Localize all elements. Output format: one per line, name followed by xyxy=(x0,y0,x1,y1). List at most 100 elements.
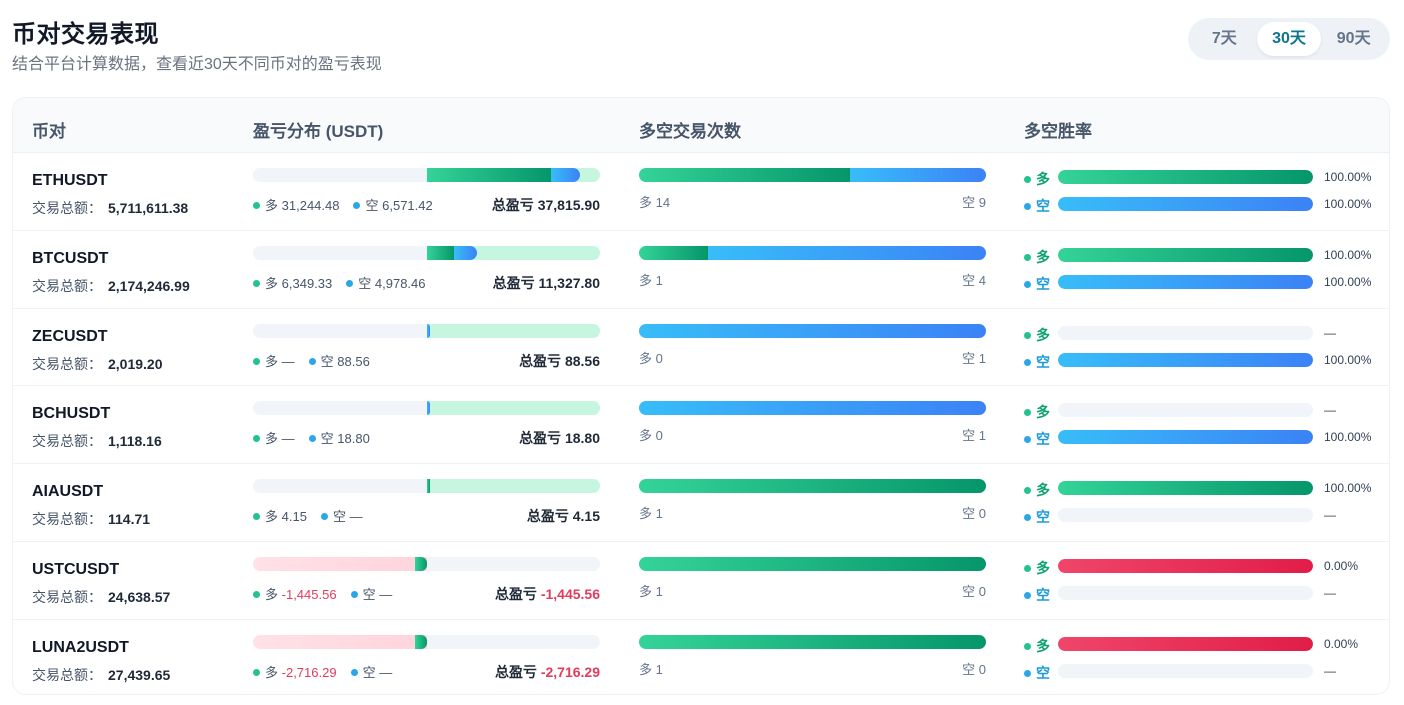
long-count: 多 1 xyxy=(639,272,663,288)
column-header-pnl: 盈亏分布 (USDT) xyxy=(253,122,384,141)
trade-count: 多 1 空 4 xyxy=(639,245,986,306)
long-win-bar xyxy=(1058,481,1313,496)
pair-name[interactable]: USTCUSDT xyxy=(32,560,120,578)
short-pnl: 空 18.80 xyxy=(308,431,370,447)
total-pnl-value: 88.56 xyxy=(564,352,600,369)
long-win-label: 多 xyxy=(1024,558,1050,578)
short-dot-icon xyxy=(308,357,316,365)
pnl-long-segment xyxy=(426,479,430,494)
long-win-rate: 多 — xyxy=(1024,325,1384,343)
long-pnl-value: -1,445.56 xyxy=(281,586,337,602)
range-7d-button[interactable]: 7天 xyxy=(1211,30,1237,47)
table-row[interactable]: ETHUSDT 交易总额： 5,711,611.38 多 31,244.48 空 6,5… xyxy=(13,153,1389,231)
range-90d-button[interactable]: 90天 xyxy=(1336,30,1371,47)
long-dot-icon xyxy=(253,513,260,521)
pair-name[interactable]: ZECUSDT xyxy=(32,327,108,345)
table-row[interactable]: BTCUSDT 交易总额： 2,174,246.99 多 6,349.33 空 4,97… xyxy=(13,231,1389,309)
short-win-label: 空 xyxy=(1024,196,1050,216)
win-rate-fill xyxy=(1058,197,1313,211)
win-rate: 多 — 空 100.00% xyxy=(1024,386,1384,463)
trade-count-bar xyxy=(639,479,986,494)
total-pnl: 总盈亏 18.80 xyxy=(519,430,600,447)
short-pnl-value: — xyxy=(379,586,393,602)
pnl-bar xyxy=(253,634,600,649)
column-header-win-rate: 多空胜率 xyxy=(1024,122,1092,141)
pnl-short-segment xyxy=(426,401,430,416)
short-count: 空 0 xyxy=(962,583,986,599)
pnl-bar xyxy=(253,556,600,571)
short-count: 空 4 xyxy=(962,272,986,288)
pnl-distribution: 多 4.15 空 — 总盈亏 4.15 xyxy=(253,479,600,539)
short-win-rate: 空 100.00% xyxy=(1024,196,1384,214)
volume-label: 交易总额： xyxy=(32,355,102,372)
pair-name[interactable]: BCHUSDT xyxy=(32,405,111,423)
short-pnl-value: — xyxy=(349,509,363,525)
short-count: 空 0 xyxy=(962,661,986,677)
volume-value: 27,439.65 xyxy=(108,666,171,683)
long-win-rate: 多 100.00% xyxy=(1024,169,1384,187)
short-pnl-value: 18.80 xyxy=(337,431,370,447)
pair-name[interactable]: AIAUSDT xyxy=(32,483,104,501)
long-count: 多 1 xyxy=(639,583,663,599)
long-count-value: 1 xyxy=(655,272,663,288)
short-count-value: 1 xyxy=(978,350,986,366)
short-count-value: 9 xyxy=(978,195,986,210)
table-row[interactable]: BCHUSDT 交易总额： 1,118.16 多 — 空 18.80 总盈亏 18.80 多… xyxy=(13,386,1389,465)
long-count-segment xyxy=(639,168,851,182)
long-dot-icon xyxy=(1024,331,1031,339)
trade-count-bar xyxy=(639,634,986,649)
trade-count-bar xyxy=(639,401,986,416)
pair-name[interactable]: LUNA2USDT xyxy=(32,638,129,656)
long-pnl: 多 -1,445.56 xyxy=(253,587,337,602)
win-rate-fill xyxy=(1058,430,1313,445)
table-header: 币对 盈亏分布 (USDT) 多空交易次数 多空胜率 xyxy=(13,98,1389,153)
long-count-segment xyxy=(639,245,709,260)
volume-label: 交易总额： xyxy=(32,433,102,450)
short-pnl-value: 88.56 xyxy=(337,353,370,369)
total-pnl-value: 37,815.90 xyxy=(537,197,600,213)
pnl-short-segment xyxy=(551,168,580,182)
column-header-pair: 币对 xyxy=(32,122,66,141)
long-pnl: 多 -2,716.29 xyxy=(253,665,337,680)
short-dot-icon xyxy=(1024,203,1031,210)
page-title: 币对交易表现 xyxy=(12,21,159,48)
short-dot-icon xyxy=(1024,280,1031,288)
long-win-rate: 多 100.00% xyxy=(1024,247,1384,265)
win-rate: 多 0.00% 空 — xyxy=(1024,542,1384,619)
long-dot-icon xyxy=(1024,253,1031,261)
long-count: 多 14 xyxy=(639,195,671,210)
volume: 交易总额： 5,711,611.38 xyxy=(32,198,188,218)
long-win-label: 多 xyxy=(1024,325,1050,345)
short-win-value: 100.00% xyxy=(1324,274,1372,289)
volume-label: 交易总额： xyxy=(32,588,102,605)
long-dot-icon xyxy=(253,357,260,365)
long-win-label: 多 xyxy=(1024,480,1050,500)
long-count-value: 0 xyxy=(655,428,663,444)
table-row[interactable]: LUNA2USDT 交易总额： 27,439.65 多 -2,716.29 空 — 总盈亏… xyxy=(13,620,1389,694)
short-dot-icon xyxy=(350,590,358,598)
win-rate-fill xyxy=(1058,481,1313,496)
long-win-label: 多 xyxy=(1024,247,1050,267)
win-rate-fill xyxy=(1058,247,1313,262)
total-pnl: 总盈亏 -1,445.56 xyxy=(494,585,600,602)
table-row[interactable]: USTCUSDT 交易总额： 24,638.57 多 -1,445.56 空 — 总盈亏 … xyxy=(13,542,1389,620)
long-pnl: 多 — xyxy=(253,431,295,446)
pnl-legend: 多 6,349.33 空 4,978.46 xyxy=(253,273,440,292)
range-30d-button[interactable]: 30天 xyxy=(1256,22,1322,56)
volume-label: 交易总额： xyxy=(32,277,102,294)
long-win-value: 100.00% xyxy=(1324,170,1372,184)
pair-name[interactable]: BTCUSDT xyxy=(32,249,109,267)
long-dot-icon xyxy=(1024,176,1031,183)
trade-count-bar xyxy=(639,168,986,182)
short-dot-icon xyxy=(1024,591,1031,599)
pnl-positive-range xyxy=(426,323,600,338)
win-rate-fill xyxy=(1058,352,1313,367)
table-row[interactable]: AIAUSDT 交易总额： 114.71 多 4.15 空 — 总盈亏 4.15 多 1 空 … xyxy=(13,464,1389,542)
long-pnl-value: 6,349.33 xyxy=(281,275,333,291)
pnl-distribution: 多 -1,445.56 空 — 总盈亏 -1,445.56 xyxy=(253,556,600,617)
long-dot-icon xyxy=(253,668,260,676)
table-row[interactable]: ZECUSDT 交易总额： 2,019.20 多 — 空 88.56 总盈亏 88.56 多… xyxy=(13,309,1389,387)
pnl-long-segment xyxy=(414,634,427,649)
pair-name[interactable]: ETHUSDT xyxy=(32,172,108,189)
pnl-negative-range xyxy=(253,556,427,571)
